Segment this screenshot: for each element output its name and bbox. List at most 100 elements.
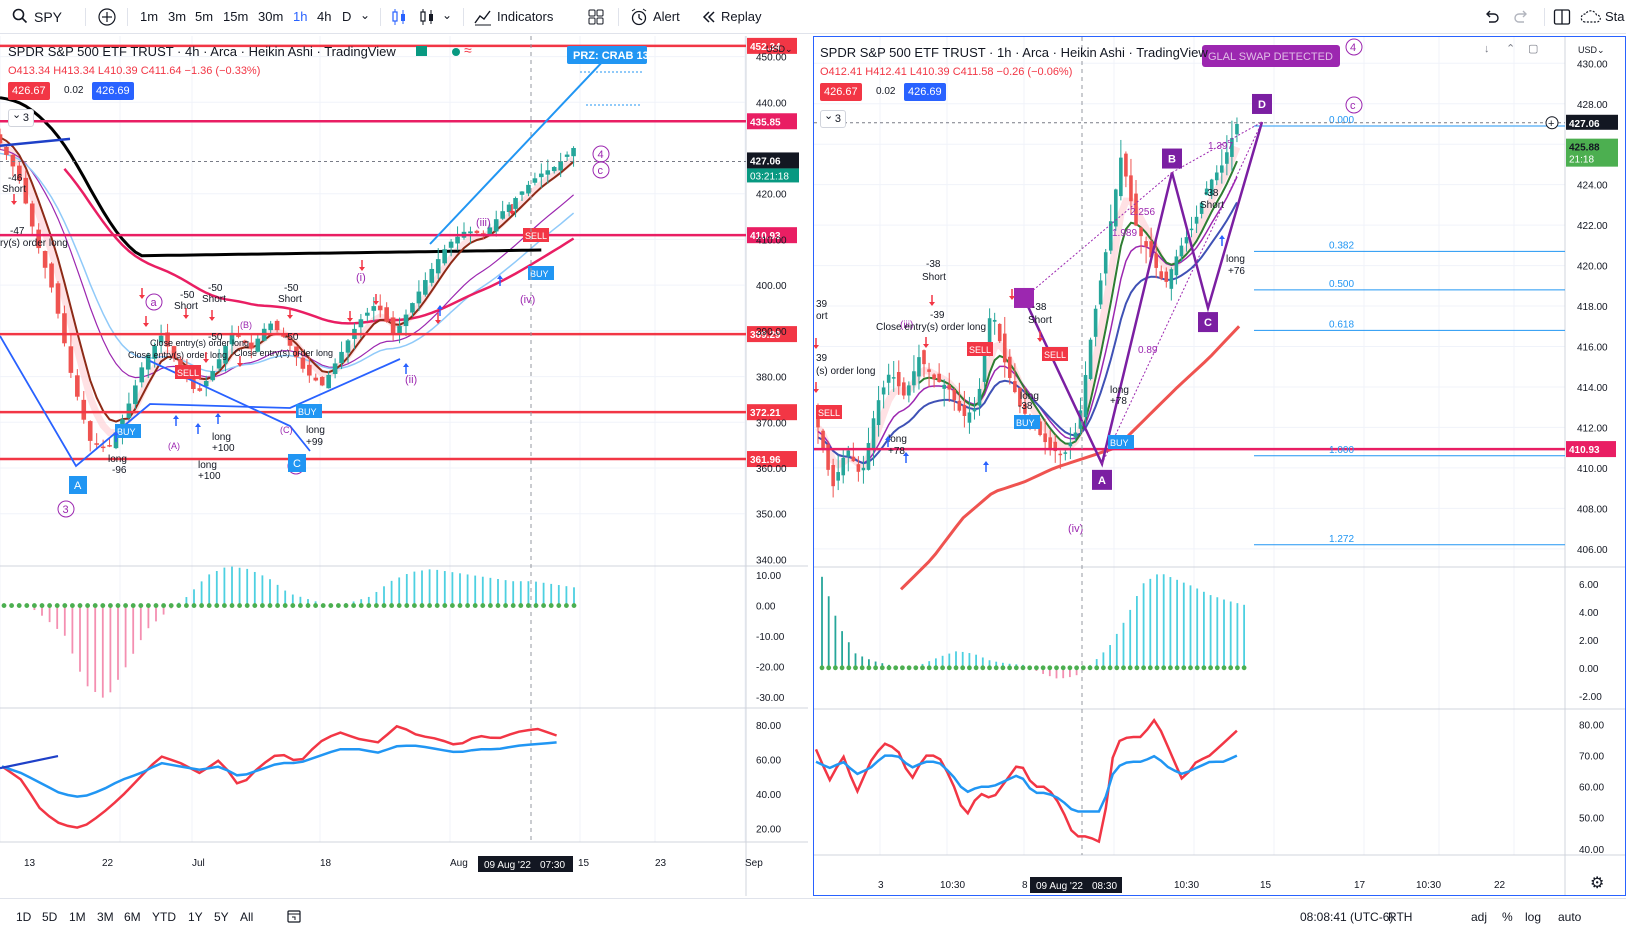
indicators-collapse-button[interactable]: 3 [8, 107, 34, 127]
price-scale-label: 450.00 [756, 53, 787, 64]
candle-body [1083, 375, 1088, 418]
chart-panel-4h[interactable]: 452.34 435.85 410.93 389.29 372.21 361.96 427.… [0, 36, 808, 896]
search-icon[interactable] [12, 8, 28, 28]
alert-button[interactable]: Alert [653, 9, 680, 24]
candle-body [1119, 157, 1123, 197]
candle-body [564, 154, 570, 157]
signal-plus78: +78 [1110, 396, 1127, 407]
osc-zero-dot [1020, 665, 1026, 671]
price-level-label: 389.29 [750, 330, 781, 341]
templates-grid-icon[interactable] [587, 8, 605, 28]
interval-d[interactable]: D [342, 9, 352, 24]
osc-zero-dot [168, 603, 174, 608]
intervals-dropdown-icon[interactable]: ⌄ [360, 8, 371, 22]
interval-30m[interactable]: 30m [258, 9, 284, 24]
sell-arrow-head [435, 320, 441, 324]
interval-1m[interactable]: 1m [140, 9, 159, 24]
time-axis-label: 18 [320, 858, 332, 869]
osc-zero-dot [839, 665, 845, 671]
adj-toggle[interactable]: adj [1471, 910, 1488, 924]
clock-time[interactable]: 08:08:41 (UTC-6) [1300, 910, 1394, 924]
time-axis-label: 22 [1494, 880, 1506, 891]
interval-5m[interactable]: 5m [195, 9, 214, 24]
interval-1h[interactable]: 1h [293, 9, 308, 24]
price-scale-label: 430.00 [1577, 59, 1608, 70]
chart-4h-canvas[interactable]: 452.34 435.85 410.93 389.29 372.21 361.96 427.… [0, 36, 808, 896]
candle-body [1098, 280, 1103, 305]
ask-price-box[interactable]: 426.69 [92, 82, 134, 100]
replay-icon[interactable] [700, 9, 716, 29]
ma-green [918, 160, 1238, 445]
chart-type-dropdown-icon[interactable]: ⌄ [442, 8, 453, 22]
osc-zero-dot [1174, 665, 1180, 671]
percent-toggle[interactable]: % [1502, 910, 1513, 924]
ask-price-box-1h[interactable]: 426.69 [904, 83, 946, 101]
compare-add-icon[interactable] [98, 8, 116, 28]
indicators-icon[interactable] [474, 8, 492, 28]
osc-zero-dot [1067, 665, 1073, 671]
candle-body [332, 363, 338, 375]
candle-body [545, 170, 551, 175]
range-1d[interactable]: 1D [16, 910, 32, 924]
interval-15m[interactable]: 15m [223, 9, 249, 24]
auto-toggle[interactable]: auto [1558, 910, 1582, 924]
layout-icon[interactable] [1553, 8, 1571, 28]
alert-icon[interactable] [630, 8, 648, 28]
bid-price-box[interactable]: 426.67 [8, 82, 50, 100]
indicators-collapse-button-1h[interactable]: 3 [820, 108, 846, 128]
fib-ratio-label: 0.500 [1329, 279, 1354, 290]
session-rth[interactable]: RTH [1388, 910, 1413, 924]
wave-C-paren: (C) [280, 425, 293, 435]
candle-body [922, 350, 926, 365]
undo-icon[interactable] [1482, 9, 1500, 29]
osc-zero-dot [305, 603, 311, 608]
interval-4h[interactable]: 4h [317, 9, 332, 24]
sell-marker-bg [816, 405, 842, 419]
osc-zero-dot [993, 665, 999, 671]
osc-zero-dot [115, 603, 121, 608]
redo-icon[interactable] [1513, 9, 1531, 29]
crosshair-date-tag [1030, 877, 1122, 893]
osc-scale-label: 10.00 [756, 571, 781, 582]
osc-zero-dot [480, 603, 486, 608]
point-A-label-marker [1092, 469, 1112, 490]
time-axis-label: 10:30 [940, 880, 965, 891]
pane-down-icon[interactable]: ↓ [1484, 43, 1490, 55]
symbol-name[interactable]: SPY [34, 9, 63, 25]
chart-settings-gear-icon[interactable]: ⚙ [1590, 875, 1605, 892]
layout-name-partial[interactable]: Sta [1605, 9, 1625, 24]
candles-icon[interactable] [418, 8, 436, 28]
osc-zero-dot [39, 603, 45, 608]
range-1y[interactable]: 1Y [188, 910, 203, 924]
replay-button[interactable]: Replay [721, 9, 762, 24]
pattern-line [149, 360, 311, 452]
signal-minus50: -50 [284, 283, 299, 294]
osc-scale-label: 0.00 [1579, 664, 1599, 675]
crosshair-time-label: 07:30 [540, 860, 565, 871]
candle-body [23, 177, 29, 204]
range-3m[interactable]: 3M [97, 910, 114, 924]
bar-style-icon[interactable] [390, 8, 408, 28]
range-5d[interactable]: 5D [42, 910, 58, 924]
osc-zero-dot [146, 603, 151, 608]
log-toggle[interactable]: log [1525, 910, 1542, 924]
range-5y[interactable]: 5Y [214, 910, 229, 924]
range-all[interactable]: All [240, 910, 254, 924]
interval-3m[interactable]: 3m [168, 9, 187, 24]
pane-maximize-icon[interactable]: ⌃ [1506, 43, 1516, 55]
goto-date-icon[interactable] [286, 908, 302, 928]
cloud-save-icon[interactable] [1580, 8, 1602, 28]
osc-zero-dot [176, 603, 182, 608]
range-1m[interactable]: 1M [69, 910, 86, 924]
candle-body [1230, 138, 1234, 157]
chart-1h-canvas[interactable]: 410.93 0.000 0.382 0.500 0.618 1.000 1.272 + 427… [814, 37, 1625, 895]
rsi-scale-label: 70.00 [1579, 752, 1604, 763]
range-6m[interactable]: 6M [124, 910, 141, 924]
range-ytd[interactable]: YTD [152, 910, 176, 924]
pane-settings-icon[interactable]: ▢ [1528, 43, 1539, 55]
indicators-button[interactable]: Indicators [497, 9, 554, 24]
chart-panel-1h[interactable]: 410.93 0.000 0.382 0.500 0.618 1.000 1.272 +427… [813, 36, 1626, 896]
osc-zero-dot [853, 665, 858, 671]
time-axis-label: 22 [102, 858, 114, 869]
bid-price-box-1h[interactable]: 426.67 [820, 83, 862, 101]
